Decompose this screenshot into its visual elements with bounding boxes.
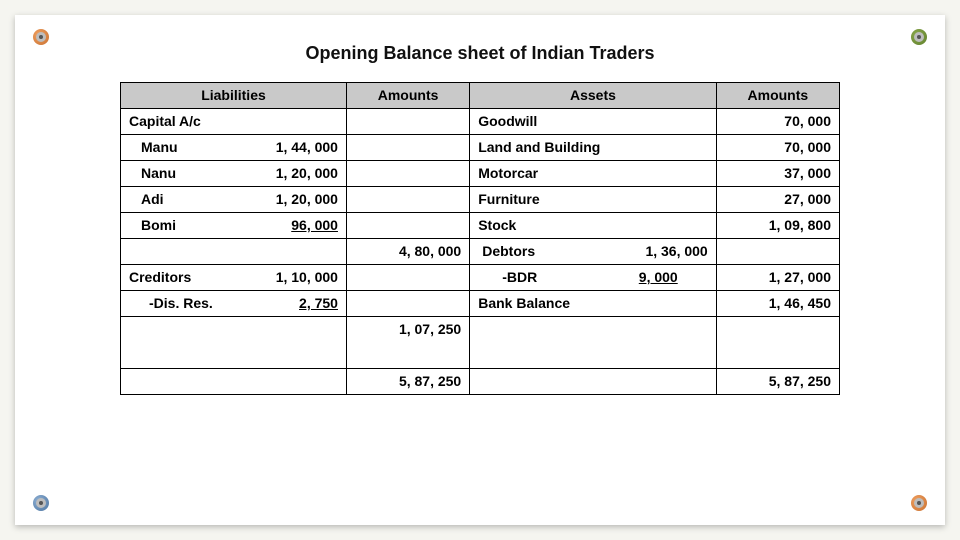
partner-cell: Bomi 96, 000: [121, 213, 347, 239]
partner-amount: 96, 000: [291, 217, 338, 233]
asset-amount: 37, 000: [716, 161, 839, 187]
assets-total: 5, 87, 250: [716, 369, 839, 395]
corner-bullet-icon: [33, 495, 49, 511]
header-liabilities: Liabilities: [121, 83, 347, 109]
liabilities-total: 5, 87, 250: [346, 369, 469, 395]
debtors-label: Debtors: [482, 243, 535, 259]
asset-amount: 1, 09, 800: [716, 213, 839, 239]
cell-empty: [716, 239, 839, 265]
table-row: Nanu 1, 20, 000 Motorcar 37, 000: [121, 161, 840, 187]
bank-amount: 1, 46, 450: [716, 291, 839, 317]
capital-label: Capital A/c: [121, 109, 347, 135]
cell-empty: [346, 135, 469, 161]
disres-cell: -Dis. Res. 2, 750: [121, 291, 347, 317]
header-amounts-left: Amounts: [346, 83, 469, 109]
creditors-net: 1, 07, 250: [346, 317, 469, 369]
capital-total: 4, 80, 000: [346, 239, 469, 265]
page-title: Opening Balance sheet of Indian Traders: [75, 43, 885, 64]
cell-empty: [346, 187, 469, 213]
debtors-net: 1, 27, 000: [716, 265, 839, 291]
partner-name: Nanu: [141, 165, 176, 181]
asset-label: Motorcar: [470, 161, 717, 187]
bdr-label: -BDR: [482, 269, 537, 285]
table-row: -Dis. Res. 2, 750 Bank Balance 1, 46, 45…: [121, 291, 840, 317]
cell-empty: [470, 369, 717, 395]
asset-label: Stock: [470, 213, 717, 239]
table-row: Creditors 1, 10, 000 -BDR 9, 000 1, 27, …: [121, 265, 840, 291]
creditors-cell: Creditors 1, 10, 000: [121, 265, 347, 291]
corner-bullet-icon: [33, 29, 49, 45]
partner-name: Bomi: [141, 217, 176, 233]
table-row: 4, 80, 000 Debtors 1, 36, 000: [121, 239, 840, 265]
partner-cell: Manu 1, 44, 000: [121, 135, 347, 161]
cell-empty: [346, 291, 469, 317]
cell-empty: [346, 213, 469, 239]
table-row: Bomi 96, 000 Stock 1, 09, 800: [121, 213, 840, 239]
asset-amount: 27, 000: [716, 187, 839, 213]
table-row: Capital A/c Goodwill 70, 000: [121, 109, 840, 135]
table-row: 1, 07, 250: [121, 317, 840, 369]
asset-label: Goodwill: [470, 109, 717, 135]
cell-empty: [121, 239, 347, 265]
asset-amount: 70, 000: [716, 135, 839, 161]
bdr-cell: -BDR 9, 000: [470, 265, 717, 291]
cell-empty: [346, 161, 469, 187]
cell-empty: [346, 109, 469, 135]
slide: Opening Balance sheet of Indian Traders …: [15, 15, 945, 525]
cell-empty: [716, 317, 839, 369]
disres-label: -Dis. Res.: [129, 295, 213, 311]
table-row: Adi 1, 20, 000 Furniture 27, 000: [121, 187, 840, 213]
corner-bullet-icon: [911, 29, 927, 45]
asset-amount: 70, 000: [716, 109, 839, 135]
asset-label: Land and Building: [470, 135, 717, 161]
partner-amount: 1, 20, 000: [276, 191, 338, 207]
table-row: Manu 1, 44, 000 Land and Building 70, 00…: [121, 135, 840, 161]
bdr-amount: 9, 000: [639, 269, 678, 285]
bank-label: Bank Balance: [470, 291, 717, 317]
partner-cell: Adi 1, 20, 000: [121, 187, 347, 213]
partner-name: Manu: [141, 139, 178, 155]
header-assets: Assets: [470, 83, 717, 109]
partner-name: Adi: [141, 191, 164, 207]
corner-bullet-icon: [911, 495, 927, 511]
balance-sheet-table: Liabilities Amounts Assets Amounts Capit…: [120, 82, 840, 395]
creditors-amount: 1, 10, 000: [276, 269, 338, 285]
creditors-label: Creditors: [129, 269, 191, 285]
partner-amount: 1, 44, 000: [276, 139, 338, 155]
asset-label: Furniture: [470, 187, 717, 213]
cell-empty: [346, 265, 469, 291]
cell-empty: [121, 317, 347, 369]
header-amounts-right: Amounts: [716, 83, 839, 109]
disres-amount: 2, 750: [299, 295, 338, 311]
cell-empty: [470, 317, 717, 369]
partner-cell: Nanu 1, 20, 000: [121, 161, 347, 187]
table-row-total: 5, 87, 250 5, 87, 250: [121, 369, 840, 395]
partner-amount: 1, 20, 000: [276, 165, 338, 181]
cell-empty: [121, 369, 347, 395]
debtors-cell: Debtors 1, 36, 000: [470, 239, 717, 265]
debtors-amount: 1, 36, 000: [645, 243, 707, 259]
